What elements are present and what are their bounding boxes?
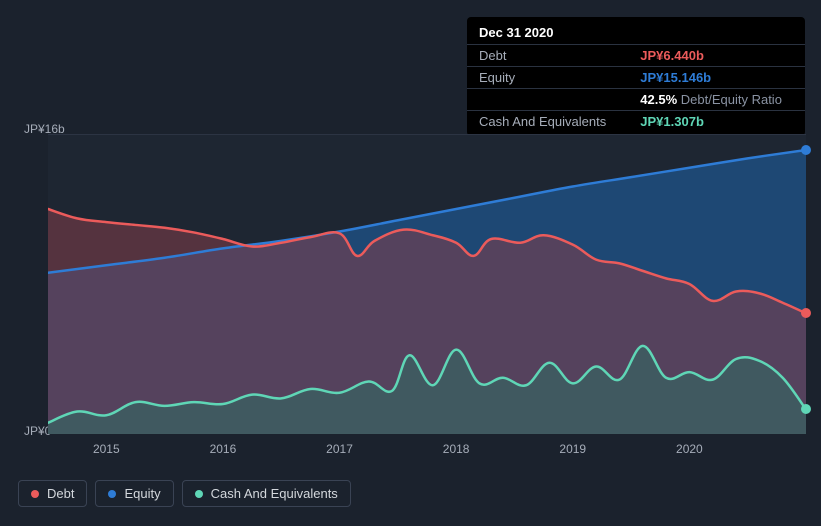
- x-axis: 2015 2016 2017 2018 2019 2020: [48, 442, 806, 460]
- tooltip-row-label: Equity: [467, 67, 628, 89]
- area-chart[interactable]: [48, 134, 806, 434]
- chart-svg: [48, 134, 806, 434]
- legend-dot-icon: [195, 490, 203, 498]
- x-tick: 2017: [326, 442, 353, 456]
- end-marker-debt: [801, 308, 811, 318]
- tooltip-row: Cash And EquivalentsJP¥1.307b: [467, 111, 805, 133]
- x-tick: 2019: [559, 442, 586, 456]
- x-tick: 2020: [676, 442, 703, 456]
- legend-label: Debt: [47, 486, 74, 501]
- tooltip-row: DebtJP¥6.440b: [467, 45, 805, 67]
- x-tick: 2016: [210, 442, 237, 456]
- tooltip-row-label: Debt: [467, 45, 628, 67]
- hover-tooltip: Dec 31 2020 DebtJP¥6.440bEquityJP¥15.146…: [467, 17, 805, 136]
- legend-label: Equity: [124, 486, 160, 501]
- tooltip-row: 42.5% Debt/Equity Ratio: [467, 89, 805, 111]
- tooltip-title: Dec 31 2020: [467, 23, 805, 44]
- tooltip-row-value: 42.5% Debt/Equity Ratio: [628, 89, 805, 111]
- end-marker-equity: [801, 145, 811, 155]
- tooltip-row-value: JP¥6.440b: [628, 45, 805, 67]
- legend-dot-icon: [31, 490, 39, 498]
- legend-item-debt[interactable]: Debt: [18, 480, 87, 507]
- x-tick: 2015: [93, 442, 120, 456]
- tooltip-row-value: JP¥1.307b: [628, 111, 805, 133]
- tooltip-row: EquityJP¥15.146b: [467, 67, 805, 89]
- chart-container: Dec 31 2020 DebtJP¥6.440bEquityJP¥15.146…: [0, 0, 821, 526]
- tooltip-row-value: JP¥15.146b: [628, 67, 805, 89]
- tooltip-row-label: [467, 89, 628, 111]
- legend: Debt Equity Cash And Equivalents: [18, 480, 351, 507]
- x-tick: 2018: [443, 442, 470, 456]
- tooltip-table: DebtJP¥6.440bEquityJP¥15.146b42.5% Debt/…: [467, 44, 805, 132]
- legend-item-equity[interactable]: Equity: [95, 480, 173, 507]
- legend-label: Cash And Equivalents: [211, 486, 338, 501]
- legend-item-cash-and-equivalents[interactable]: Cash And Equivalents: [182, 480, 351, 507]
- tooltip-row-label: Cash And Equivalents: [467, 111, 628, 133]
- legend-dot-icon: [108, 490, 116, 498]
- end-marker-cash-and-equivalents: [801, 404, 811, 414]
